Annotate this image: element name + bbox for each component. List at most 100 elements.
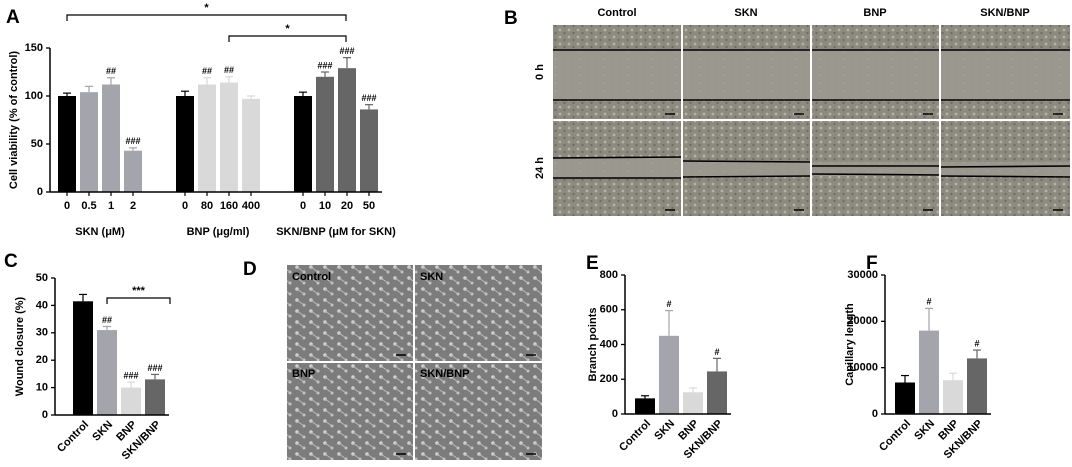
group-label: SKN (μM) [75, 226, 125, 238]
significance-mark: ### [123, 370, 138, 380]
significance-label: * [204, 2, 209, 14]
significance-mark: ### [317, 60, 332, 70]
bar [176, 96, 194, 192]
significance-mark: ### [125, 136, 140, 146]
y-tick-label: 600 [600, 304, 618, 316]
significance-mark: # [714, 347, 719, 357]
y-tick-label: 10 [36, 382, 48, 394]
y-axis-label: Wound closure (%) [14, 296, 26, 396]
y-tick-label: 10000 [847, 362, 878, 374]
bar [659, 335, 679, 414]
quadrant-label: BNP [292, 368, 315, 380]
bar [220, 82, 238, 192]
significance-mark: # [666, 299, 671, 309]
bar [58, 96, 76, 192]
column-label: Control [597, 7, 636, 19]
row-label: 24 h [534, 157, 546, 179]
x-tick-label: 0 [182, 200, 188, 212]
panel-letter: D [243, 259, 257, 280]
x-tick-label: 160 [220, 200, 238, 212]
x-tick-label: SKN [90, 419, 115, 444]
y-tick-label: 150 [25, 42, 43, 54]
bar [242, 98, 260, 192]
panel-letter: F [866, 253, 878, 274]
bar [145, 379, 165, 415]
y-axis-label: Capillary length [844, 303, 856, 386]
significance-bracket [106, 297, 171, 304]
bar [967, 358, 987, 414]
column-label: SKN/BNP [980, 7, 1030, 19]
y-tick-label: 200 [600, 373, 618, 385]
significance-mark: ## [202, 66, 212, 76]
bar [360, 109, 378, 192]
significance-bracket [66, 14, 347, 21]
bar [97, 330, 117, 415]
y-tick-label: 20 [36, 354, 48, 366]
significance-mark: ## [106, 66, 116, 76]
bar [124, 150, 142, 192]
x-tick-label: 0 [300, 200, 306, 212]
significance-bracket [228, 35, 347, 42]
x-tick-label: SKN [652, 418, 677, 443]
column-label: BNP [863, 7, 886, 19]
tube-images [287, 265, 542, 460]
bar [121, 387, 141, 415]
y-tick-label: 40 [36, 299, 48, 311]
x-tick-label: 80 [201, 200, 213, 212]
bar [707, 371, 727, 414]
x-tick-label: Control [55, 419, 91, 455]
scale-bars [665, 113, 1063, 211]
significance-mark: ## [224, 65, 234, 75]
y-axis-label: Branch points [587, 308, 599, 382]
y-tick-label: 800 [600, 269, 618, 281]
bar [895, 382, 915, 414]
bar [943, 380, 963, 414]
x-tick-label: 0.5 [81, 200, 96, 212]
y-tick-label: 100 [25, 90, 43, 102]
bar [198, 84, 216, 192]
bar [80, 92, 98, 192]
x-tick-label: 50 [363, 200, 375, 212]
group-label: BNP (μg/ml) [187, 226, 250, 238]
y-tick-label: 400 [600, 338, 618, 350]
x-tick-label: Control [877, 418, 913, 454]
significance-mark: # [926, 297, 931, 307]
x-tick-label: 400 [242, 200, 260, 212]
panel-letter: E [586, 253, 599, 274]
bar [102, 84, 120, 192]
bar [316, 76, 334, 192]
x-tick-label: 10 [319, 200, 331, 212]
significance-mark: ### [339, 46, 354, 56]
quadrant-label: Control [292, 271, 331, 283]
significance-label: *** [132, 285, 146, 297]
y-axis-label: Cell viability (% of control) [8, 51, 20, 189]
x-tick-label: 2 [130, 200, 136, 212]
y-tick-label: 30000 [847, 269, 878, 281]
panel-letter: A [6, 7, 20, 28]
x-tick-label: Control [617, 418, 653, 454]
column-label: SKN [734, 7, 757, 19]
significance-mark: ### [147, 363, 162, 373]
bar [338, 68, 356, 192]
y-tick-label: 50 [31, 138, 43, 150]
significance-label: * [285, 23, 290, 35]
significance-mark: ## [102, 315, 112, 325]
wound-gap [682, 162, 1070, 176]
image-dividers [553, 25, 1070, 216]
x-tick-label: 1 [108, 200, 114, 212]
bar [635, 398, 655, 414]
y-tick-label: 0 [872, 408, 878, 420]
wound-images [552, 25, 1071, 216]
y-tick-label: 0 [37, 186, 43, 198]
row-label: 0 h [534, 64, 546, 80]
bar [919, 330, 939, 414]
x-tick-label: 0 [64, 200, 70, 212]
significance-mark: # [974, 338, 979, 348]
x-tick-label: 20 [341, 200, 353, 212]
x-tick-label: SKN [912, 418, 937, 443]
bar [294, 96, 312, 192]
y-tick-label: 30 [36, 327, 48, 339]
y-tick-label: 0 [612, 408, 618, 420]
